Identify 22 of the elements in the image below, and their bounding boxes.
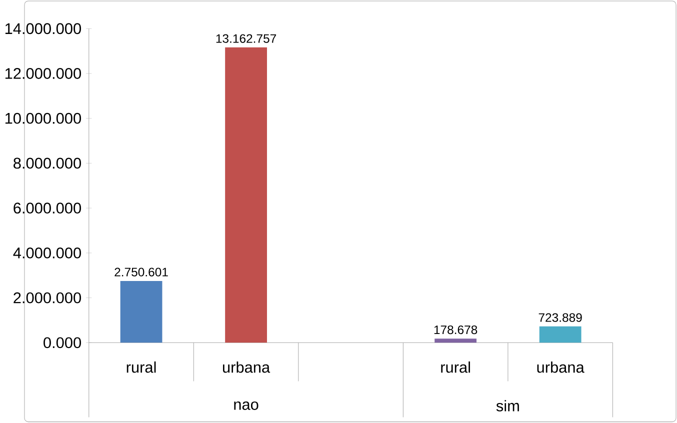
x-tick-label: rural <box>126 362 156 373</box>
text: nao <box>234 402 258 410</box>
data-label: 178.678 <box>434 326 478 334</box>
bar <box>225 48 267 343</box>
y-tick-label: 12.000.000 <box>5 68 81 80</box>
x-tick-label: urbana <box>223 362 270 373</box>
bar <box>120 281 162 343</box>
x-tick-label: rural <box>441 362 470 373</box>
bar <box>539 326 582 343</box>
bar <box>434 338 477 343</box>
y-tick-label: 14.000.000 <box>5 23 81 34</box>
x-tick-label: urbana <box>537 362 584 373</box>
y-tick-label: 8.000.000 <box>14 158 81 169</box>
data-label: 13.162.757 <box>216 34 276 43</box>
y-tick-label: 2.000.000 <box>14 292 81 304</box>
data-label: 723.889 <box>538 313 582 322</box>
y-tick-label: 4.000.000 <box>13 248 81 259</box>
data-label: 2.750.601 <box>114 268 168 277</box>
y-tick-label: 10.000.000 <box>5 113 81 124</box>
text: sim <box>496 400 519 412</box>
y-tick-label: 6.000.000 <box>14 202 81 214</box>
y-tick-label: 0.000 <box>44 337 81 348</box>
